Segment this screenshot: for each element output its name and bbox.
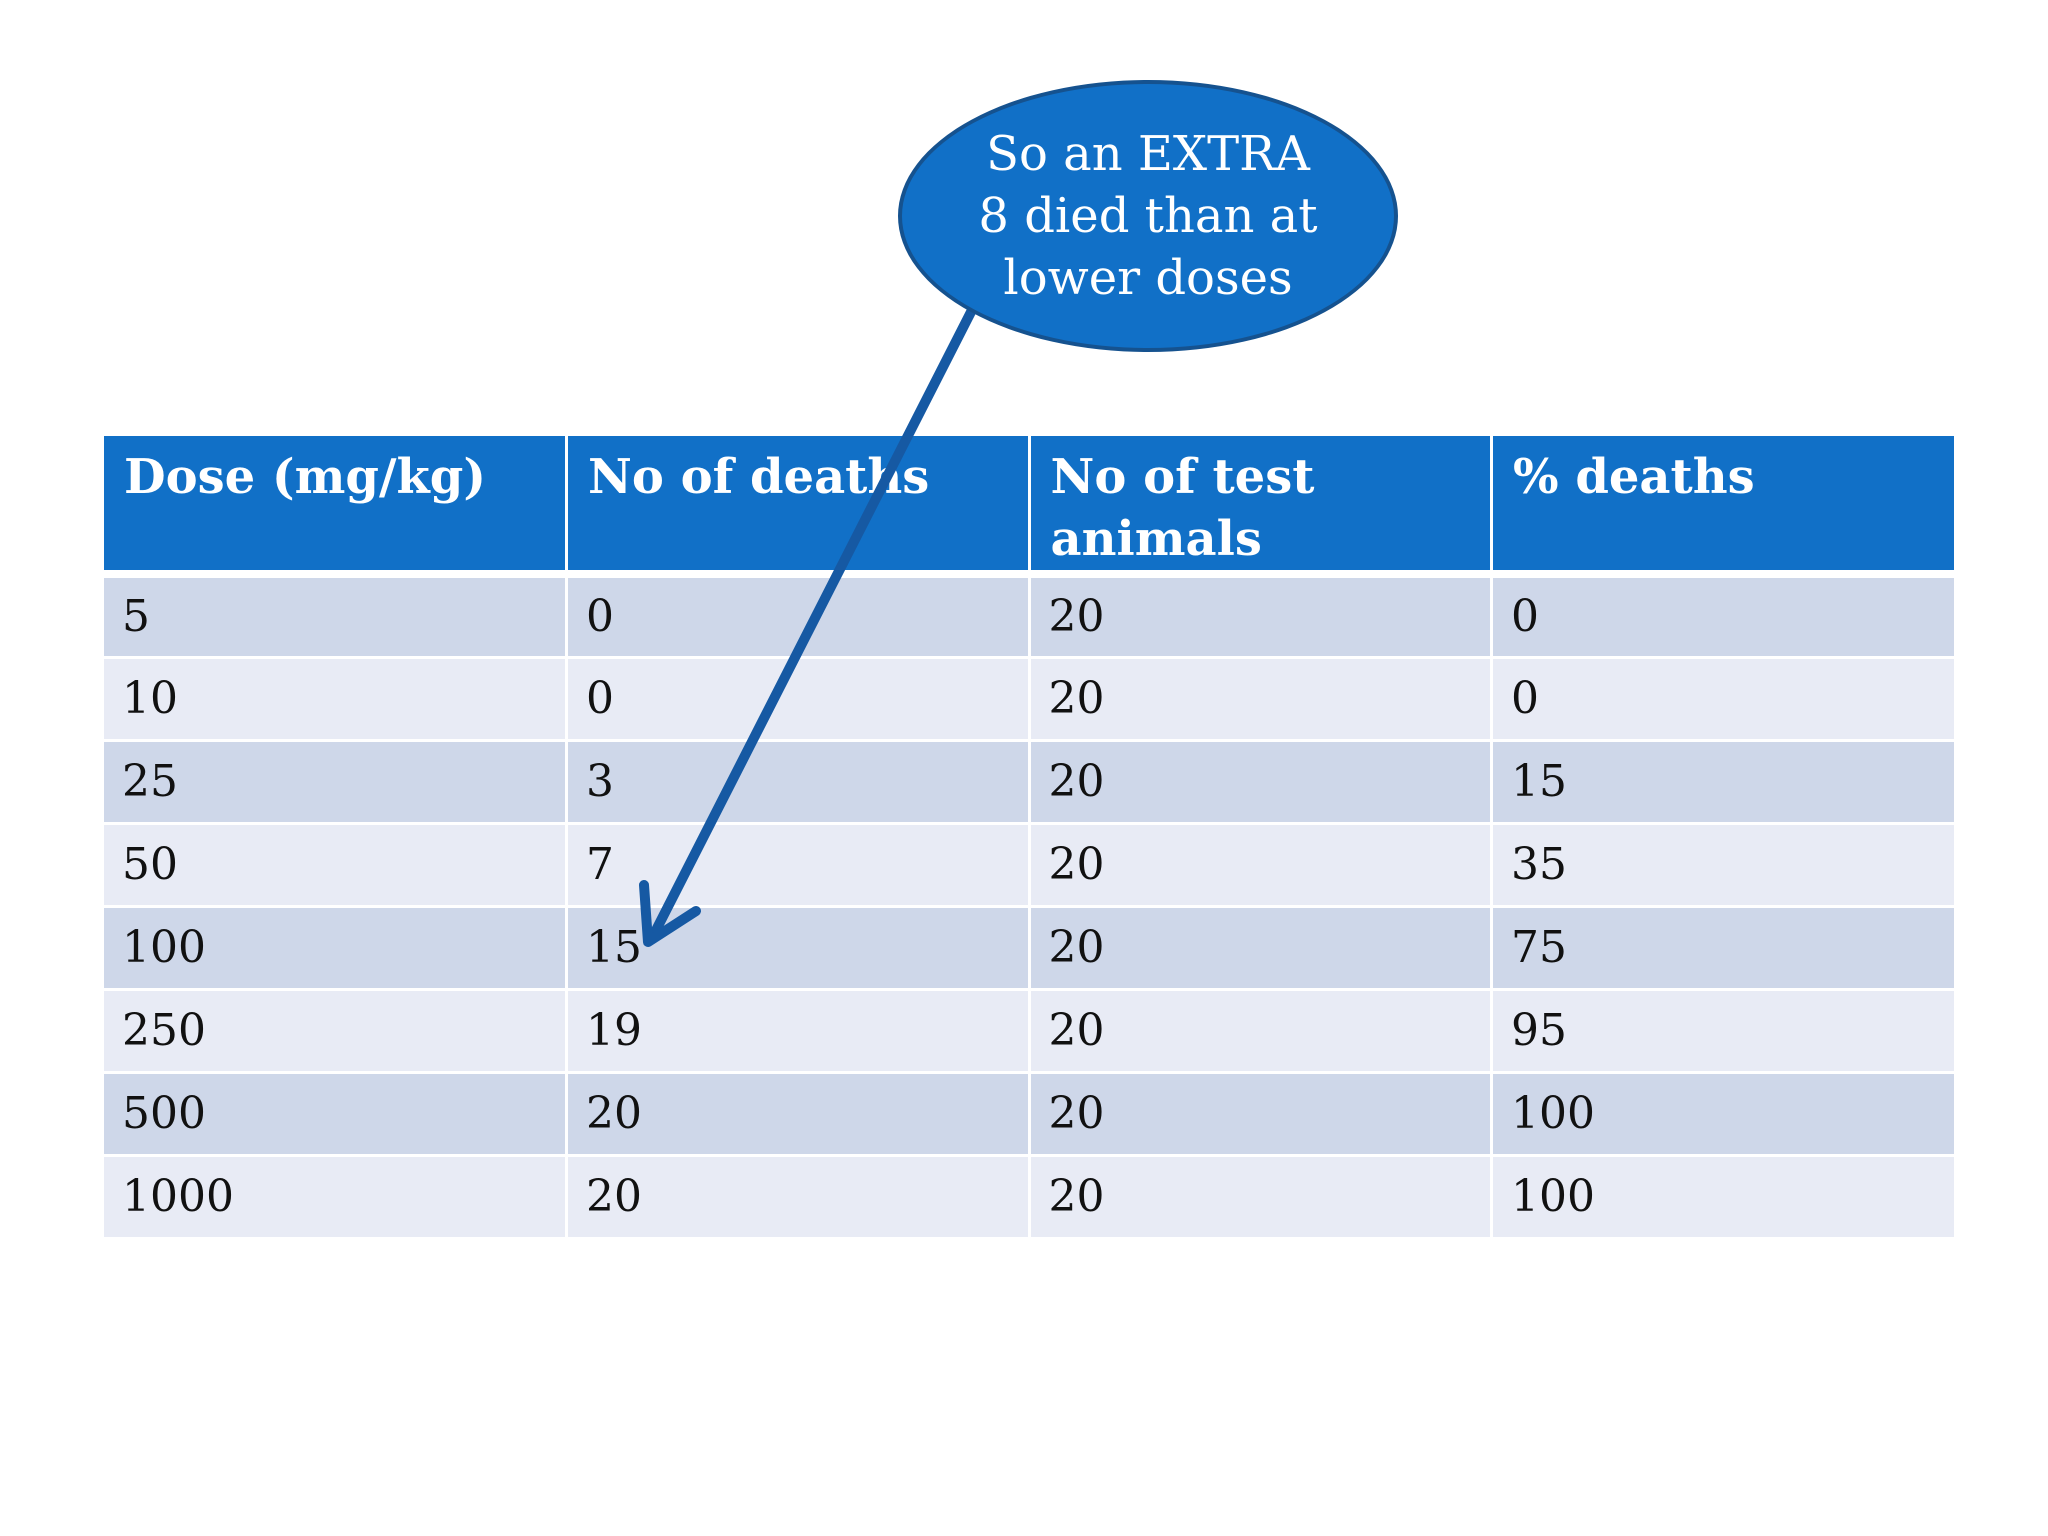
header-deaths: No of deaths	[566, 436, 1031, 578]
cell-deaths: 20	[566, 1155, 1031, 1240]
cell-dose: 10	[104, 657, 568, 742]
table-row: 5 0 20 0	[104, 574, 1954, 659]
table-row: 50 7 20 35	[104, 823, 1954, 908]
header-percent-deaths: % deaths	[1491, 436, 1954, 578]
cell-deaths: 0	[566, 657, 1031, 742]
cell-dose: 1000	[104, 1155, 568, 1240]
dose-response-table: Dose (mg/kg) No of deaths No of test ani…	[104, 436, 1954, 1240]
cell-percent-deaths: 0	[1491, 574, 1954, 659]
cell-dose: 25	[104, 740, 568, 825]
cell-test-animals: 20	[1029, 657, 1493, 742]
table-row: 100 15 20 75	[104, 906, 1954, 991]
cell-test-animals: 20	[1029, 574, 1493, 659]
cell-percent-deaths: 100	[1491, 1155, 1954, 1240]
cell-deaths: 7	[566, 823, 1031, 908]
cell-dose: 500	[104, 1072, 568, 1157]
table-row: 1000 20 20 100	[104, 1155, 1954, 1240]
cell-percent-deaths: 100	[1491, 1072, 1954, 1157]
cell-test-animals: 20	[1029, 1155, 1493, 1240]
cell-percent-deaths: 95	[1491, 989, 1954, 1074]
table-row: 250 19 20 95	[104, 989, 1954, 1074]
cell-percent-deaths: 15	[1491, 740, 1954, 825]
cell-deaths: 19	[566, 989, 1031, 1074]
cell-percent-deaths: 75	[1491, 906, 1954, 991]
cell-test-animals: 20	[1029, 823, 1493, 908]
cell-percent-deaths: 0	[1491, 657, 1954, 742]
cell-percent-deaths: 35	[1491, 823, 1954, 908]
cell-dose: 5	[104, 574, 568, 659]
table-row: 25 3 20 15	[104, 740, 1954, 825]
callout-text: So an EXTRA 8 died than at lower doses	[978, 126, 1318, 306]
table-row: 500 20 20 100	[104, 1072, 1954, 1157]
cell-deaths: 15	[566, 906, 1031, 991]
cell-test-animals: 20	[1029, 906, 1493, 991]
header-test-animals: No of test animals	[1029, 436, 1493, 578]
cell-deaths: 3	[566, 740, 1031, 825]
table-header-row: Dose (mg/kg) No of deaths No of test ani…	[104, 436, 1954, 578]
cell-dose: 50	[104, 823, 568, 908]
table-row: 10 0 20 0	[104, 657, 1954, 742]
cell-dose: 250	[104, 989, 568, 1074]
cell-test-animals: 20	[1029, 1072, 1493, 1157]
cell-dose: 100	[104, 906, 568, 991]
header-dose: Dose (mg/kg)	[104, 436, 568, 578]
cell-test-animals: 20	[1029, 740, 1493, 825]
cell-deaths: 20	[566, 1072, 1031, 1157]
callout-bubble: So an EXTRA 8 died than at lower doses	[898, 80, 1398, 352]
cell-deaths: 0	[566, 574, 1031, 659]
cell-test-animals: 20	[1029, 989, 1493, 1074]
